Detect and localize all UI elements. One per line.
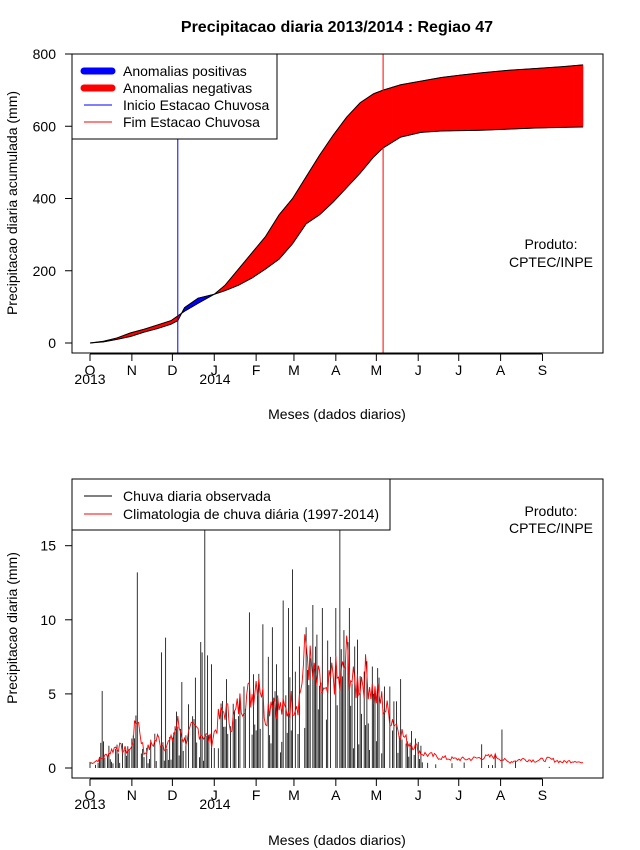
x-axis-title: Meses (dados diarios) — [268, 406, 406, 422]
observed-bars — [89, 523, 550, 768]
climatology-line — [89, 634, 584, 764]
x-tick-label: N — [127, 787, 137, 803]
legend-label-end: Fim Estacao Chuvosa — [123, 114, 260, 130]
y-tick-label: 200 — [33, 263, 57, 279]
x-tick-label: M — [288, 787, 300, 803]
x-tick-label: M — [371, 362, 383, 378]
accumulated-chart: 0 200 400 600 800 O N D J F M A M J J A S 2013 2014 Mes… — [4, 46, 604, 422]
y-tick-label: 0 — [48, 335, 56, 351]
x-tick-label: F — [252, 787, 261, 803]
y-tick-label: 5 — [48, 686, 56, 702]
y-axis-title: Precipitacao diaria acumulada (mm) — [4, 91, 20, 315]
x-tick-label: J — [211, 787, 218, 803]
legend-label-start: Inicio Estacao Chuvosa — [123, 97, 270, 113]
y-axis: 0 200 400 600 800 — [33, 46, 73, 351]
x-tick-label: J — [455, 787, 462, 803]
y-tick-label: 800 — [33, 46, 57, 62]
x-tick-label: J — [415, 787, 422, 803]
climatology-cumulative-line — [89, 64, 584, 344]
x-tick-label: A — [331, 362, 341, 378]
legend: Chuva diaria observada Climatologia de c… — [71, 478, 391, 531]
x-tick-label: A — [496, 787, 506, 803]
y-axis: 0 5 10 15 — [40, 538, 73, 776]
product-source: CPTEC/INPE — [509, 254, 593, 270]
product-label: Produto: — [525, 503, 578, 519]
year-label-2013: 2013 — [74, 371, 105, 387]
daily-chart: 0 5 10 15 O N D J F M A M J J A S 2013 2014 Meses (dad… — [4, 478, 604, 848]
x-tick-label: A — [331, 787, 341, 803]
legend-label-negative: Anomalias negativas — [123, 80, 252, 96]
observed-cumulative-line — [89, 126, 584, 344]
x-tick-label: D — [167, 362, 177, 378]
x-tick-label: N — [127, 362, 137, 378]
x-tick-label: S — [538, 362, 547, 378]
legend-box — [71, 478, 391, 531]
y-tick-label: 0 — [48, 760, 56, 776]
x-tick-label: S — [538, 787, 547, 803]
y-axis-title: Precipitacao diaria (mm) — [4, 552, 20, 704]
x-tick-label: J — [211, 362, 218, 378]
legend-label-climatology: Climatologia de chuva diária (1997-2014) — [123, 506, 379, 522]
legend-label-observed: Chuva diaria observada — [123, 488, 271, 504]
y-tick-label: 15 — [40, 538, 56, 554]
climatology-series-line — [89, 634, 584, 764]
x-tick-label: J — [415, 362, 422, 378]
y-tick-label: 10 — [40, 612, 56, 628]
legend: Anomalias positivas Anomalias negativas … — [71, 53, 278, 140]
negative-anomaly-segment — [581, 64, 584, 128]
x-tick-label: A — [496, 362, 506, 378]
year-label-2014: 2014 — [199, 371, 230, 387]
x-tick-label: M — [371, 787, 383, 803]
x-tick-label: D — [167, 787, 177, 803]
product-label: Produto: — [525, 236, 578, 252]
x-tick-label: J — [455, 362, 462, 378]
y-tick-label: 600 — [33, 118, 57, 134]
x-tick-label: O — [85, 787, 96, 803]
year-label-2014: 2014 — [199, 796, 230, 812]
x-tick-label: F — [252, 362, 261, 378]
figure-title: Precipitacao diaria 2013/2014 : Regiao 4… — [181, 19, 493, 36]
anomaly-areas — [89, 64, 584, 344]
x-tick-label: M — [288, 362, 300, 378]
x-axis-title: Meses (dados diarios) — [268, 832, 406, 848]
year-label-2013: 2013 — [74, 796, 105, 812]
y-tick-label: 400 — [33, 191, 57, 207]
product-source: CPTEC/INPE — [509, 520, 593, 536]
legend-label-positive: Anomalias positivas — [123, 63, 247, 79]
x-tick-label: O — [85, 362, 96, 378]
